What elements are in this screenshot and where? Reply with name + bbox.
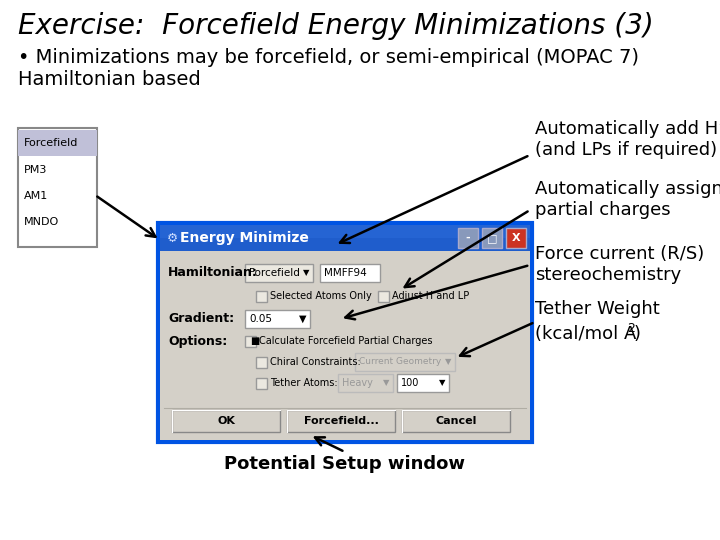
Bar bbox=[458, 228, 478, 248]
Text: Chiral Constraints:: Chiral Constraints: bbox=[270, 357, 361, 367]
FancyBboxPatch shape bbox=[158, 223, 532, 442]
Text: Hamiltonian based: Hamiltonian based bbox=[18, 70, 201, 89]
Text: Cancel: Cancel bbox=[436, 416, 477, 426]
Text: Forcefield: Forcefield bbox=[24, 138, 78, 148]
Bar bbox=[245, 310, 310, 328]
Text: Hamiltonian:: Hamiltonian: bbox=[168, 267, 258, 280]
Bar bbox=[18, 128, 97, 247]
Text: ▼: ▼ bbox=[438, 379, 445, 388]
Text: Adjust H and LP: Adjust H and LP bbox=[392, 291, 469, 301]
Bar bbox=[397, 374, 449, 392]
Bar bbox=[160, 225, 530, 238]
Text: ■: ■ bbox=[250, 336, 259, 346]
Bar bbox=[506, 228, 526, 248]
Text: 100: 100 bbox=[401, 378, 419, 388]
Text: ⚙: ⚙ bbox=[167, 232, 179, 245]
Text: 0.05: 0.05 bbox=[249, 314, 272, 324]
Bar bbox=[402, 410, 510, 432]
Text: ▼: ▼ bbox=[383, 379, 390, 388]
Text: X: X bbox=[512, 233, 521, 243]
Text: ▼: ▼ bbox=[300, 314, 307, 324]
Text: Tether Atoms:: Tether Atoms: bbox=[270, 378, 338, 388]
Text: ): ) bbox=[634, 325, 641, 343]
Bar bbox=[355, 353, 455, 371]
Bar bbox=[172, 410, 280, 432]
Text: (kcal/mol A: (kcal/mol A bbox=[535, 325, 636, 343]
Bar bbox=[320, 264, 380, 282]
Text: • Minimizations may be forcefield, or semi-empirical (MOPAC 7): • Minimizations may be forcefield, or se… bbox=[18, 48, 639, 67]
Text: MMFF94: MMFF94 bbox=[324, 268, 366, 278]
Text: Heavy: Heavy bbox=[342, 378, 373, 388]
Text: Forcefield: Forcefield bbox=[249, 268, 300, 278]
Bar bbox=[160, 225, 530, 251]
Bar bbox=[256, 356, 267, 368]
Text: ▼: ▼ bbox=[302, 268, 310, 278]
Text: Automatically add H’s
(and LPs if required): Automatically add H’s (and LPs if requir… bbox=[535, 120, 720, 159]
Text: ▼: ▼ bbox=[445, 357, 451, 367]
Text: Automatically assign
partial charges: Automatically assign partial charges bbox=[535, 180, 720, 219]
Text: -: - bbox=[466, 233, 470, 243]
Text: □: □ bbox=[487, 233, 498, 243]
Text: Selected Atoms Only: Selected Atoms Only bbox=[270, 291, 372, 301]
Bar bbox=[338, 374, 393, 392]
Text: Tether Weight: Tether Weight bbox=[535, 300, 660, 318]
Bar bbox=[482, 228, 502, 248]
Bar bbox=[160, 251, 530, 440]
Text: Current Geometry: Current Geometry bbox=[359, 357, 441, 367]
Text: Force current (R/S)
stereochemistry: Force current (R/S) stereochemistry bbox=[535, 245, 704, 284]
Bar bbox=[378, 291, 389, 301]
Text: Exercise:  Forcefield Energy Minimizations (3): Exercise: Forcefield Energy Minimization… bbox=[18, 12, 654, 40]
Text: OK: OK bbox=[217, 416, 235, 426]
Bar bbox=[245, 335, 256, 347]
Text: Gradient:: Gradient: bbox=[168, 313, 234, 326]
Bar bbox=[287, 410, 395, 432]
Text: Energy Minimize: Energy Minimize bbox=[180, 231, 309, 245]
Bar bbox=[18, 130, 97, 156]
Text: AM1: AM1 bbox=[24, 191, 48, 201]
Bar bbox=[256, 291, 267, 301]
Text: Potential Setup window: Potential Setup window bbox=[225, 455, 466, 473]
Text: PM3: PM3 bbox=[24, 165, 48, 175]
Text: Forcefield...: Forcefield... bbox=[304, 416, 379, 426]
Bar bbox=[245, 264, 313, 282]
Bar bbox=[256, 377, 267, 388]
Text: MNDO: MNDO bbox=[24, 217, 59, 227]
Text: Options:: Options: bbox=[168, 334, 228, 348]
Text: 2: 2 bbox=[627, 322, 635, 335]
Text: Calculate Forcefield Partial Charges: Calculate Forcefield Partial Charges bbox=[259, 336, 433, 346]
